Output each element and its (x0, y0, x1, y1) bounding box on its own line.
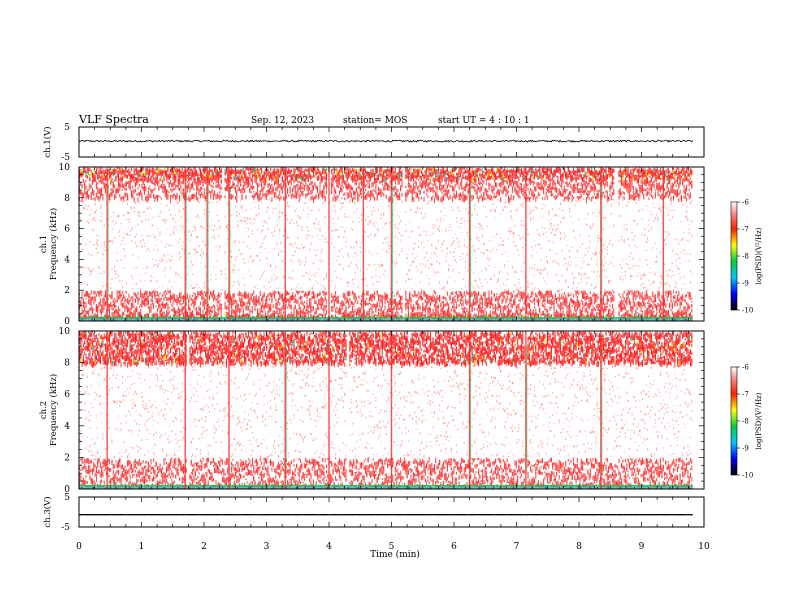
ch1-ytick-bottom: -5 (61, 153, 70, 163)
ch1-waveform-ylabel: ch.1(V) (42, 126, 53, 157)
ch1-waveform-trace (78, 139, 694, 143)
date-label: Sep. 12, 2023 (251, 116, 314, 126)
ch1-waveform-panel: 5 -5 ch.1(V) (42, 123, 705, 163)
station-label: station= MOS (343, 116, 407, 126)
ch1-ytick-top: 5 (64, 123, 70, 133)
ch1-waveform-xticks (78, 127, 705, 157)
start-time-label: start UT = 4 : 10 : 1 (438, 116, 530, 126)
figure-title: VLF Spectra (78, 113, 149, 126)
ch1-spectrogram-image (79, 167, 693, 321)
